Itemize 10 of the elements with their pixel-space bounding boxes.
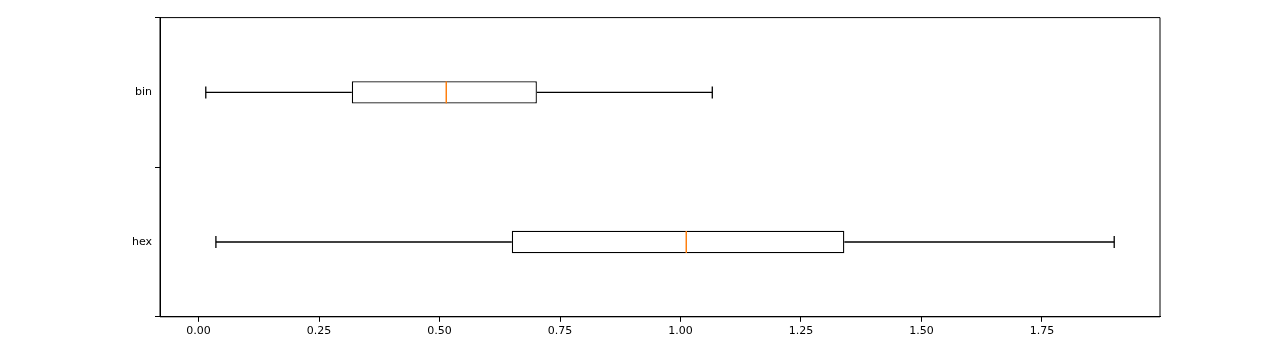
x-tick-label: 1.75	[1029, 324, 1055, 338]
x-tick-label: 0.25	[306, 324, 332, 338]
x-tick-label: 0.50	[427, 324, 452, 338]
x-tick-label: 1.50	[909, 324, 934, 338]
x-tick-label: 0.75	[547, 324, 573, 338]
x-tick-label: 0.00	[186, 324, 211, 338]
x-tick-label: 1.25	[788, 324, 814, 338]
y-tick-label: hex	[131, 234, 153, 248]
x-tick-label: 1.00	[668, 324, 693, 338]
y-tick-label: bin	[134, 85, 153, 99]
